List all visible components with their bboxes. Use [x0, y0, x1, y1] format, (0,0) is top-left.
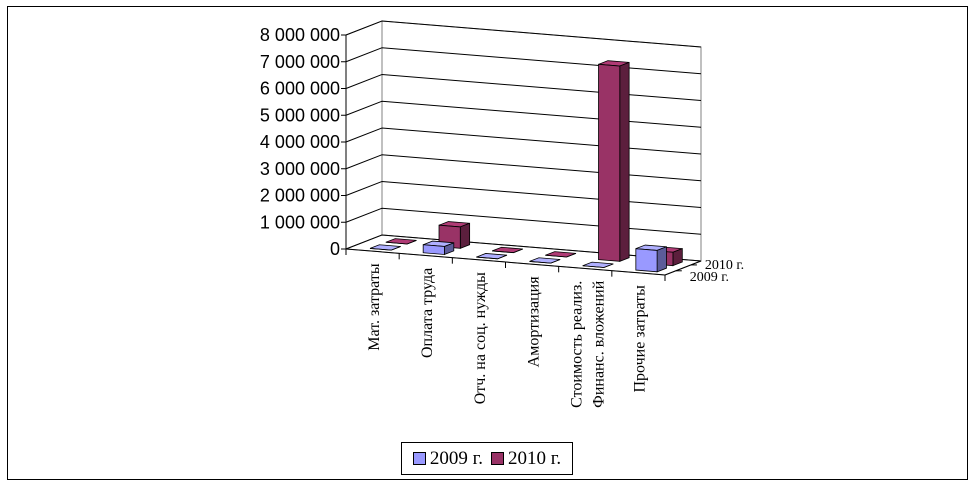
legend: 2009 г. 2010 г. — [401, 442, 573, 475]
legend-label-2010: 2010 г. — [508, 447, 562, 469]
legend-item-2010: 2010 г. — [491, 448, 561, 470]
gridline — [345, 180, 702, 208]
y-tick-label: 1 000 000 — [260, 212, 340, 232]
x-tick-label: Прочие затраты — [632, 285, 649, 393]
gridline — [345, 234, 702, 262]
bar-2009-3 — [529, 257, 561, 264]
depth-tick-label: 2009 г. — [690, 270, 729, 285]
bar-front — [476, 256, 498, 260]
bar-side — [603, 263, 614, 268]
chart-gridlines — [345, 20, 702, 262]
x-tick-label: Отч. на соц. нужды — [472, 272, 489, 404]
bar-front — [385, 241, 408, 245]
bar-front — [422, 244, 445, 255]
bar-2009-2 — [476, 253, 508, 260]
depth-tick-label: 2010 г. — [705, 258, 744, 273]
bar-side — [566, 252, 577, 258]
bar-side — [406, 239, 417, 245]
bar-front — [529, 261, 551, 264]
y-tick-label: 3 000 000 — [260, 159, 340, 179]
bar-2009-0 — [369, 244, 401, 251]
bar-side — [497, 254, 508, 260]
legend-item-2009: 2009 г. — [412, 447, 483, 470]
bar-2010-3 — [545, 251, 577, 258]
bar-front — [369, 248, 392, 251]
depth-axis-line — [664, 260, 702, 276]
bar-2009-4 — [582, 261, 614, 268]
bar-side — [391, 246, 401, 251]
x-tick-label: Амортизация — [525, 276, 542, 368]
x-tick-label: Мат. затраты — [366, 263, 383, 351]
bar-front — [582, 265, 604, 268]
y-tick-label: 0 — [330, 239, 340, 259]
gridline — [345, 207, 702, 235]
x-tick-label: Оплата труда — [419, 268, 436, 358]
chart-bars — [369, 60, 683, 273]
y-tick-label: 4 000 000 — [260, 132, 340, 152]
bar-front — [635, 248, 658, 273]
bar-side — [656, 246, 667, 273]
bar-2009-5 — [635, 244, 667, 273]
bar-side — [459, 222, 471, 249]
bar-2009-1 — [422, 240, 455, 256]
legend-label-2009: 2009 г. — [429, 447, 483, 469]
depth-axis-labels: 2010 г.2009 г. — [675, 258, 744, 285]
bar-2010-2 — [492, 246, 523, 254]
gridline — [345, 47, 702, 75]
x-tick-label: Финанс. вложений — [591, 280, 608, 408]
gridline — [345, 100, 702, 128]
legend-swatch-2010 — [491, 452, 504, 465]
y-tick-label: 5 000 000 — [260, 105, 340, 125]
x-tick-label: Стоимость реализ. — [569, 281, 586, 408]
y-tick-label: 2 000 000 — [260, 186, 340, 206]
y-tick-label: 8 000 000 — [260, 25, 340, 45]
gridline — [345, 127, 702, 155]
gridline — [345, 154, 702, 182]
bar-front — [598, 63, 621, 262]
bar-side — [550, 259, 561, 264]
bar-2010-0 — [385, 238, 417, 245]
y-tick-label: 6 000 000 — [260, 79, 340, 99]
gridline — [345, 73, 702, 101]
bar-side — [513, 248, 523, 254]
bar-2010-4 — [598, 60, 630, 262]
bar-front — [545, 254, 567, 258]
x-axis-labels: Мат. затраты Оплата труда Отч. на соц. нуж… — [345, 249, 666, 408]
bar-front — [492, 250, 514, 254]
gridline — [345, 20, 702, 48]
legend-swatch-2009 — [412, 452, 426, 465]
y-tick-label: 7 000 000 — [260, 52, 340, 72]
bar-side — [619, 61, 630, 262]
